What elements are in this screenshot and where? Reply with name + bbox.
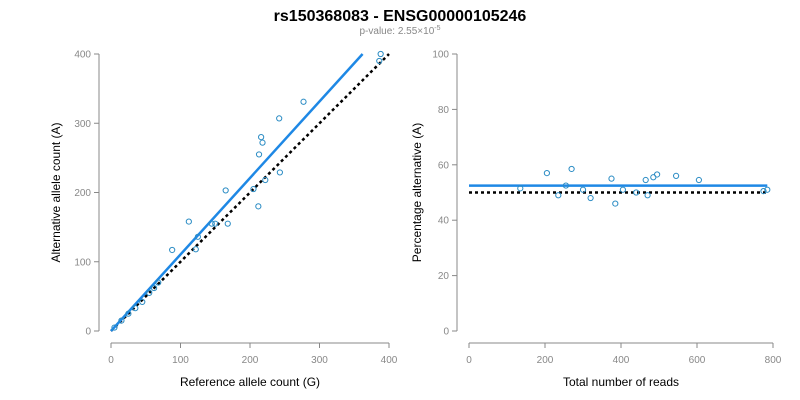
data-point: [612, 200, 619, 207]
data-point: [579, 186, 587, 193]
data-point: [258, 134, 265, 141]
data-point: [132, 305, 139, 312]
data-point: [633, 189, 640, 196]
data-point: [376, 57, 383, 65]
data-point: [654, 171, 661, 178]
data-point: [764, 186, 771, 193]
data-point: [255, 203, 262, 210]
data-point: [587, 194, 594, 202]
data-point: [517, 185, 524, 192]
reference-line: [110, 53, 390, 332]
data-point: [608, 175, 615, 182]
data-point: [673, 172, 680, 179]
x-tick-label: 300: [311, 355, 328, 366]
data-point: [259, 139, 266, 146]
chart-title: rs150368083 - ENSG00000105246: [274, 8, 527, 25]
x-tick-label: 400: [381, 355, 398, 366]
data-point: [169, 246, 176, 254]
y-tick-label: 300: [74, 119, 91, 130]
data-point: [208, 220, 215, 227]
y-tick-label: 100: [432, 50, 449, 61]
data-point: [146, 289, 153, 297]
data-point: [276, 169, 283, 176]
data-point: [185, 218, 192, 225]
chart-subtitle: p-value: 2.55×10-5: [359, 25, 440, 37]
data-point: [262, 176, 269, 184]
data-point: [555, 192, 562, 199]
data-point: [760, 188, 767, 195]
y-tick-label: 80: [438, 105, 450, 116]
data-point: [222, 187, 229, 194]
x-tick-label: 0: [108, 355, 114, 366]
data-point: [377, 50, 384, 58]
data-point: [150, 284, 158, 292]
data-point: [194, 233, 201, 240]
left-scatter-panel: 0 100 200 300 400 0 100 200 300 400 Reference alle…: [49, 50, 398, 390]
data-point: [224, 220, 231, 227]
y-tick-label: 60: [438, 160, 450, 171]
right-scatter-panel: 0 200 400 600 800 0 20 40 60 80 100 Total number of…: [410, 50, 782, 390]
data-point: [619, 186, 627, 193]
data-point: [568, 165, 575, 173]
x-tick-label: 400: [613, 355, 630, 366]
data-point: [276, 115, 283, 122]
x-tick-label: 200: [242, 355, 259, 366]
x-axis-title: Total number of reads: [563, 375, 679, 389]
y-tick-label: 20: [438, 271, 450, 282]
data-point: [125, 310, 132, 317]
data-point: [255, 151, 263, 158]
y-tick-label: 0: [443, 327, 449, 338]
x-tick-label: 100: [172, 355, 189, 366]
x-tick-label: 200: [537, 355, 554, 366]
y-tick-label: 100: [74, 257, 91, 268]
p-value-exponent: -5: [434, 25, 440, 32]
x-tick-label: 0: [466, 355, 472, 366]
fit-line: [110, 53, 364, 332]
data-point: [139, 298, 146, 306]
p-value-text: p-value: 2.55×10: [359, 26, 434, 37]
y-tick-label: 0: [85, 327, 91, 338]
x-tick-label: 800: [765, 355, 782, 366]
y-axis-title: Percentage alternative (A): [410, 123, 424, 262]
data-point: [155, 279, 162, 286]
x-tick-label: 600: [689, 355, 706, 366]
x-axis-title: Reference allele count (G): [180, 375, 320, 389]
data-point: [118, 317, 125, 324]
data-point: [562, 182, 570, 189]
data-point: [111, 324, 118, 331]
y-tick-label: 200: [74, 188, 91, 199]
data-point: [250, 185, 257, 193]
data-point: [543, 170, 551, 177]
data-point: [642, 176, 649, 184]
y-axis-title: Alternative allele count (A): [49, 122, 63, 262]
data-point: [695, 176, 703, 184]
data-point: [300, 98, 307, 105]
y-tick-label: 400: [74, 50, 91, 61]
data-point: [644, 192, 651, 199]
y-tick-label: 40: [438, 216, 450, 227]
data-point: [192, 246, 199, 253]
data-point: [212, 220, 219, 227]
